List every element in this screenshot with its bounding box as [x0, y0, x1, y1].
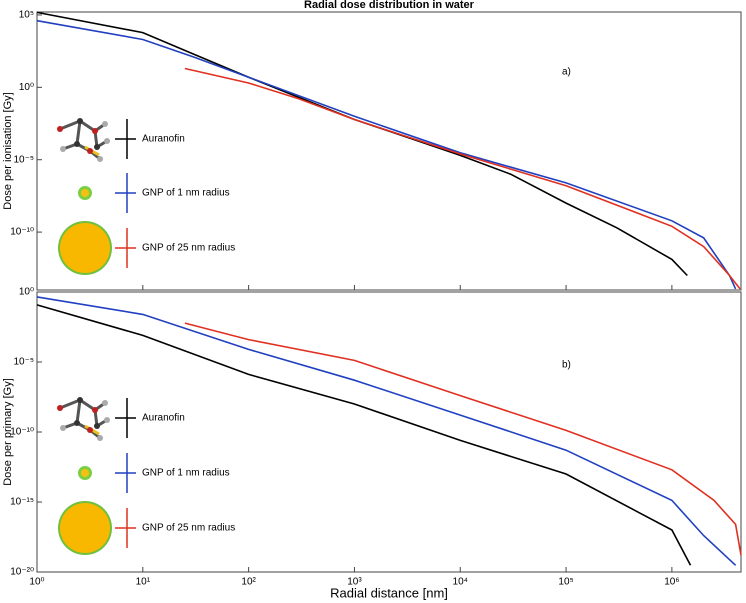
- legend-label: GNP of 25 nm radius: [142, 523, 235, 534]
- data-line: [36, 296, 737, 566]
- y-tick-label: 10⁵: [19, 10, 34, 21]
- data-line: [184, 322, 742, 556]
- bond: [59, 119, 81, 131]
- y-axis-label: Dose per ionisation [Gy]: [2, 92, 14, 209]
- x-axis-label: Radial distance [nm]: [330, 585, 448, 600]
- x-tick-label: 10⁵: [558, 577, 573, 588]
- y-tick-label: 10⁰: [19, 82, 34, 93]
- atom: [77, 397, 83, 403]
- legend-label: GNP of 1 nm radius: [142, 468, 230, 479]
- x-tick-label: 10⁶: [664, 577, 679, 588]
- gnp-core: [81, 189, 89, 197]
- atom: [74, 141, 80, 147]
- y-tick-label: 10⁻¹⁰: [10, 427, 34, 438]
- atom: [104, 138, 110, 144]
- data-line: [184, 67, 741, 290]
- legend-label: GNP of 1 nm radius: [142, 188, 230, 199]
- x-tick-label: 10³: [347, 577, 362, 588]
- y-tick-label: 10⁻¹⁵: [10, 497, 34, 508]
- atom: [104, 417, 110, 423]
- gnp-core: [81, 469, 89, 477]
- bond: [75, 120, 82, 145]
- plot-frame: [36, 11, 742, 291]
- gnp-core: [60, 223, 110, 273]
- atom: [57, 405, 63, 411]
- atom: [74, 420, 80, 426]
- atom: [97, 435, 103, 441]
- atom: [77, 118, 83, 124]
- y-tick-label: 10⁻²⁰: [10, 567, 34, 578]
- y-tick-label: 10⁻¹⁰: [10, 227, 34, 238]
- atom: [94, 423, 100, 429]
- atom: [102, 121, 108, 127]
- molecule-icon: [57, 118, 110, 162]
- data-line: [36, 304, 692, 566]
- legend-label: Auranofin: [142, 134, 185, 145]
- y-tick-label: 10⁻⁵: [13, 357, 34, 368]
- bond: [75, 399, 82, 424]
- atom: [92, 407, 98, 413]
- gnp-core: [60, 503, 110, 553]
- atom: [57, 126, 63, 132]
- x-tick-label: 10²: [241, 577, 256, 588]
- atom: [87, 148, 93, 154]
- panel-label: a): [562, 67, 571, 78]
- x-tick-label: 10⁰: [29, 577, 44, 588]
- atom: [102, 400, 108, 406]
- atom: [92, 128, 98, 134]
- atom: [60, 146, 66, 152]
- atom: [97, 156, 103, 162]
- atom: [94, 144, 100, 150]
- panel-label: b): [562, 360, 571, 371]
- molecule-icon: [57, 397, 110, 441]
- atom: [87, 427, 93, 433]
- chart-title: Radial dose distribution in water: [304, 0, 475, 11]
- data-line: [36, 19, 737, 290]
- bond: [59, 398, 81, 410]
- x-tick-label: 10¹: [136, 577, 151, 588]
- atom: [60, 425, 66, 431]
- bond: [79, 119, 96, 133]
- y-axis-label: Dose per primary [Gy]: [2, 378, 14, 486]
- y-tick-label: 10⁻⁵: [13, 154, 34, 165]
- data-line: [36, 11, 688, 277]
- y-tick-label: 10⁰: [19, 287, 34, 298]
- bond: [79, 398, 96, 412]
- legend-label: Auranofin: [142, 413, 185, 424]
- legend-label: GNP of 25 nm radius: [142, 243, 235, 254]
- x-tick-label: 10⁴: [453, 577, 468, 588]
